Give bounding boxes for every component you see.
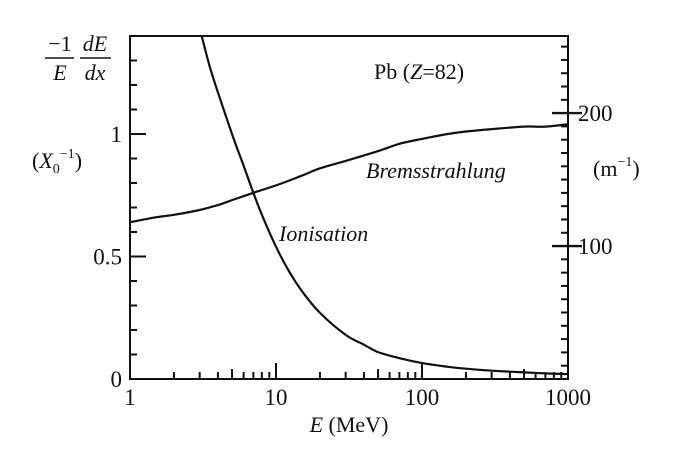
material-annotation: Pb (Z=82) xyxy=(374,59,464,84)
y-right-tick-labels: 100 200 xyxy=(578,101,613,259)
x-axis-label: E (MeV) xyxy=(309,412,389,437)
y-right-tick-label: 200 xyxy=(578,101,613,126)
plot-frame xyxy=(129,35,569,380)
minor-ticks xyxy=(130,45,568,379)
x-tick-label: 1 xyxy=(124,385,136,410)
ylabel-denominator-b: dx xyxy=(85,60,106,85)
major-ticks xyxy=(129,111,582,379)
x-tick-label: 100 xyxy=(405,385,440,410)
y-right-tick-label: 100 xyxy=(578,234,613,259)
ionisation-curve xyxy=(200,35,569,376)
x-tick-label: 1000 xyxy=(545,385,591,410)
ylabel-numerator-a: −1 xyxy=(48,31,71,56)
y-left-tick-label: 0.5 xyxy=(93,245,122,270)
ylabel-denominator-a: E xyxy=(52,60,67,85)
series-label-ionisation: Ionisation xyxy=(278,221,368,246)
y-left-tick-labels: 00.51 xyxy=(93,122,122,392)
bremsstrahlung-curve xyxy=(129,123,569,224)
y-left-tick-label: 1 xyxy=(111,122,123,147)
x-tick-label: 10 xyxy=(265,385,288,410)
ylabel-unit-left: (X0−1) xyxy=(32,147,82,177)
y-axis-label-left: −1 E dE dx (X0−1) xyxy=(32,31,111,177)
ylabel-numerator-b: dE xyxy=(83,31,108,56)
y-axis-label-right: (m−1) xyxy=(593,155,640,181)
x-tick-labels: 1 10 100 1000 xyxy=(124,385,591,410)
y-left-tick-label: 0 xyxy=(111,367,123,392)
series-label-bremsstrahlung: Bremsstrahlung xyxy=(366,158,506,183)
